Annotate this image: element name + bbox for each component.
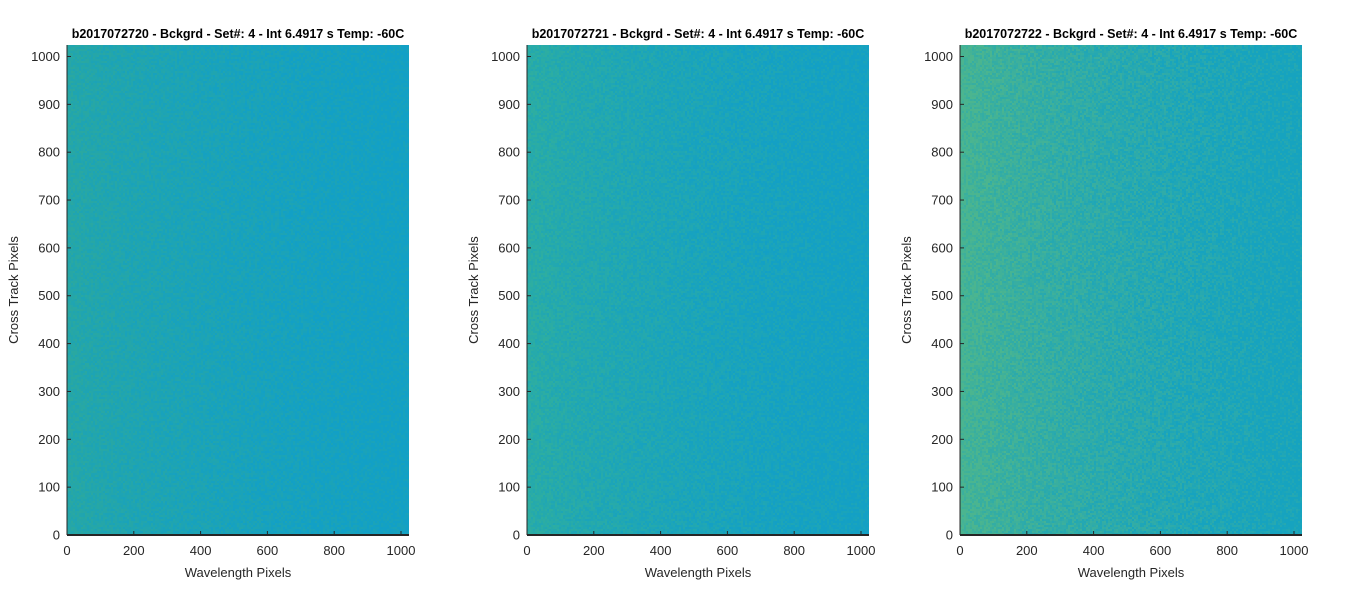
x-tick-label: 600 bbox=[1150, 543, 1172, 558]
y-tick-label: 600 bbox=[498, 240, 520, 255]
y-tick-label: 300 bbox=[38, 384, 60, 399]
heatmap-image bbox=[960, 45, 1302, 535]
y-tick-label: 600 bbox=[931, 240, 953, 255]
y-tick-label: 900 bbox=[498, 97, 520, 112]
y-tick-label: 900 bbox=[38, 97, 60, 112]
y-tick-label: 200 bbox=[498, 432, 520, 447]
x-tick-label: 600 bbox=[717, 543, 739, 558]
y-tick-label: 1000 bbox=[31, 49, 60, 64]
chart-title: b2017072722 - Bckgrd - Set#: 4 - Int 6.4… bbox=[964, 27, 1298, 41]
y-tick-label: 1000 bbox=[924, 49, 953, 64]
x-tick-label: 800 bbox=[783, 543, 805, 558]
y-tick-label: 900 bbox=[931, 97, 953, 112]
y-tick-label: 100 bbox=[931, 480, 953, 495]
chart-title: b2017072720 - Bckgrd - Set#: 4 - Int 6.4… bbox=[71, 27, 405, 41]
chart-title: b2017072721 - Bckgrd - Set#: 4 - Int 6.4… bbox=[531, 27, 865, 41]
x-tick-label: 200 bbox=[1016, 543, 1038, 558]
y-tick-label: 400 bbox=[38, 336, 60, 351]
y-tick-label: 300 bbox=[498, 384, 520, 399]
y-tick-label: 700 bbox=[38, 193, 60, 208]
x-tick-label: 400 bbox=[650, 543, 672, 558]
x-tick-label: 1000 bbox=[847, 543, 876, 558]
y-tick-label: 300 bbox=[931, 384, 953, 399]
y-tick-label: 500 bbox=[38, 288, 60, 303]
x-axis-label: Wavelength Pixels bbox=[645, 565, 752, 580]
x-tick-label: 0 bbox=[63, 543, 70, 558]
x-tick-label: 200 bbox=[123, 543, 145, 558]
y-tick-label: 0 bbox=[53, 528, 60, 543]
y-axis-label: Cross Track Pixels bbox=[466, 236, 481, 344]
y-tick-label: 100 bbox=[38, 480, 60, 495]
x-axis-label: Wavelength Pixels bbox=[1078, 565, 1185, 580]
y-tick-label: 700 bbox=[931, 193, 953, 208]
y-axis-label: Cross Track Pixels bbox=[899, 236, 914, 344]
y-tick-label: 700 bbox=[498, 193, 520, 208]
y-tick-label: 0 bbox=[946, 528, 953, 543]
y-tick-label: 200 bbox=[38, 432, 60, 447]
x-tick-label: 400 bbox=[1083, 543, 1105, 558]
x-tick-label: 1000 bbox=[1280, 543, 1309, 558]
y-tick-label: 600 bbox=[38, 240, 60, 255]
heatmap-image bbox=[67, 45, 409, 535]
x-tick-label: 1000 bbox=[387, 543, 416, 558]
x-tick-label: 0 bbox=[956, 543, 963, 558]
y-tick-label: 800 bbox=[38, 145, 60, 160]
y-tick-label: 100 bbox=[498, 480, 520, 495]
y-tick-label: 400 bbox=[498, 336, 520, 351]
x-tick-label: 0 bbox=[523, 543, 530, 558]
y-axis-label: Cross Track Pixels bbox=[6, 236, 21, 344]
x-tick-label: 800 bbox=[323, 543, 345, 558]
y-tick-label: 200 bbox=[931, 432, 953, 447]
x-tick-label: 800 bbox=[1216, 543, 1238, 558]
x-tick-label: 600 bbox=[257, 543, 279, 558]
y-tick-label: 0 bbox=[513, 528, 520, 543]
y-tick-label: 800 bbox=[931, 145, 953, 160]
x-tick-label: 400 bbox=[190, 543, 212, 558]
x-axis-label: Wavelength Pixels bbox=[185, 565, 292, 580]
y-tick-label: 500 bbox=[498, 288, 520, 303]
y-tick-label: 800 bbox=[498, 145, 520, 160]
y-tick-label: 1000 bbox=[491, 49, 520, 64]
x-tick-label: 200 bbox=[583, 543, 605, 558]
y-tick-label: 500 bbox=[931, 288, 953, 303]
y-tick-label: 400 bbox=[931, 336, 953, 351]
heatmap-image bbox=[527, 45, 869, 535]
